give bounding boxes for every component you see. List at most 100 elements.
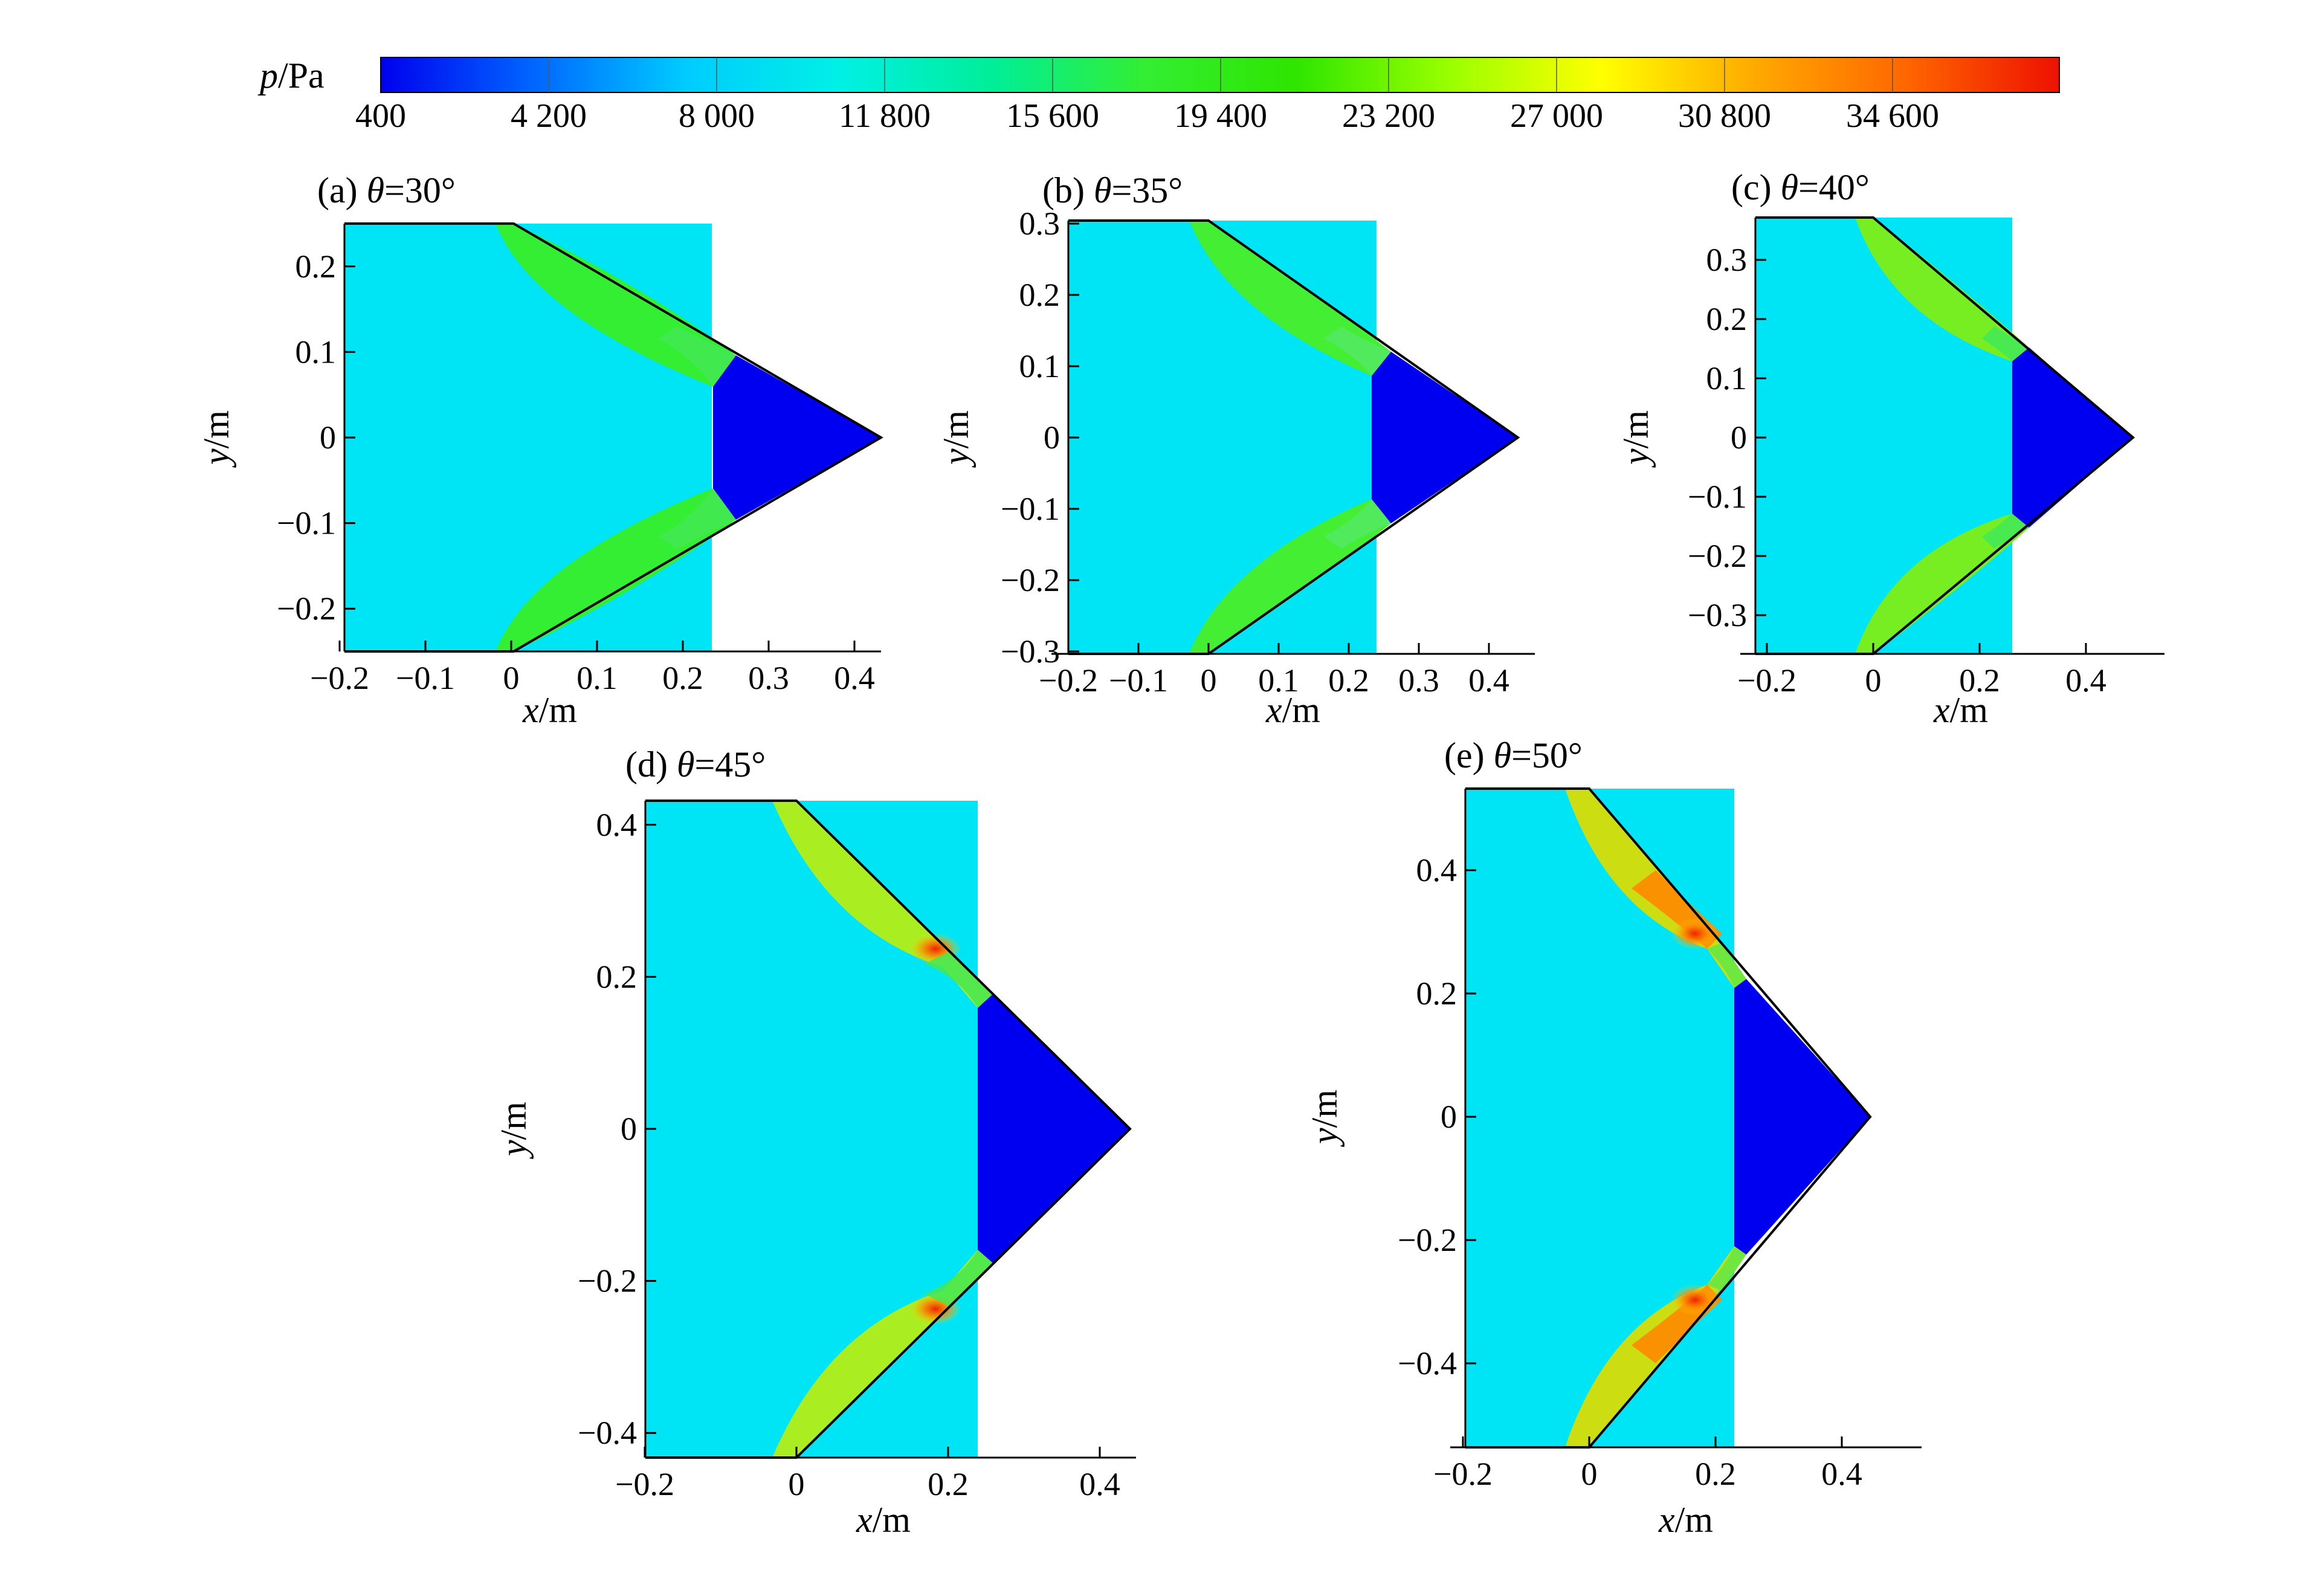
panel-d-theta-value: =45° xyxy=(694,745,766,784)
y-tick-label: −0.1 xyxy=(277,505,336,541)
panel-a-expansion-region xyxy=(713,355,881,520)
y-tick-label: 0 xyxy=(1731,419,1747,456)
panel-d-y-label-unit: /m xyxy=(494,1102,534,1140)
x-tick-label: 0.4 xyxy=(2065,662,2106,699)
panel-a-x-label-var: x xyxy=(522,690,539,730)
panel-a-prefix: (a) xyxy=(317,170,367,210)
panel-c-x-label: x/m xyxy=(1933,690,1988,730)
panel-c-theta-symbol: θ xyxy=(1781,167,1798,207)
panel-c-theta-value: =40° xyxy=(1798,167,1870,207)
x-tick-label: 0.4 xyxy=(1821,1456,1862,1492)
y-tick-label: −0.2 xyxy=(1398,1222,1457,1258)
y-tick-label: −0.2 xyxy=(277,590,336,627)
panel-a-lower-reflection-region xyxy=(659,488,736,549)
colorbar-gradient xyxy=(380,57,2060,93)
y-tick-label: 0 xyxy=(1441,1099,1457,1135)
panel-e-prefix: (e) xyxy=(1444,735,1494,775)
panel-d-expansion-region xyxy=(978,994,1130,1263)
panel-e-theta-value: =50° xyxy=(1511,735,1583,775)
colorbar-tick-label: 30 800 xyxy=(1678,97,1771,135)
panel-c-upper-shock-region xyxy=(1855,218,2029,361)
y-tick-label: 0 xyxy=(621,1111,637,1147)
panel-c: (c) θ=40° x/m y/m −0.2 0 0.2 0.40.30.20.10−… xyxy=(1616,167,2164,730)
panel-c-x-label-unit: /m xyxy=(1950,690,1988,730)
colorbar: p/Pa 400 4 200 8 000 11 800 15 600 19 400 23 2… xyxy=(257,56,2060,135)
x-tick-label: 0 xyxy=(1201,662,1217,699)
panel-b: (b) θ=35° x/m y/m −0.2 −0.1 0 0.1 0.2 0.3 0.4 0… xyxy=(936,170,1535,730)
panel-c-y-label: y/m xyxy=(1616,410,1656,468)
panel-b-x-label-var: x xyxy=(1265,690,1282,730)
colorbar-tick-labels: 400 4 200 8 000 11 800 15 600 19 400 23 200 27 … xyxy=(355,97,1939,135)
panel-a-x-label: x/m xyxy=(522,690,577,730)
y-tick-label: 0.2 xyxy=(1019,277,1060,313)
panel-b-y-label: y/m xyxy=(936,410,976,468)
x-tick-label: −0.2 xyxy=(1039,662,1098,699)
y-tick-label: 0 xyxy=(320,419,336,456)
y-tick-label: −0.1 xyxy=(1688,479,1747,515)
y-tick-label: 0.2 xyxy=(1416,975,1457,1012)
y-tick-label: −0.2 xyxy=(1688,538,1747,574)
panel-e-lower-hotspot xyxy=(1671,1284,1719,1316)
panel-d-x-label-var: x xyxy=(856,1500,873,1540)
x-tick-label: −0.2 xyxy=(615,1466,674,1502)
x-tick-label: −0.1 xyxy=(396,660,455,696)
y-tick-label: 0.4 xyxy=(1416,852,1457,888)
panel-d-theta-symbol: θ xyxy=(677,745,694,784)
colorbar-dividers xyxy=(548,57,1893,92)
panel-b-theta-value: =35° xyxy=(1111,170,1183,210)
panel-d-y-label-var: y xyxy=(494,1140,534,1160)
colorbar-tick-label: 15 600 xyxy=(1006,97,1099,135)
x-tick-label: 0 xyxy=(1865,662,1882,699)
panel-a-freestream-region xyxy=(344,224,712,651)
panel-e-y-label: y/m xyxy=(1305,1090,1344,1148)
panel-b-upper-reflection-region xyxy=(1323,326,1391,376)
y-tick-label: 0.1 xyxy=(295,334,337,370)
panel-c-y-label-var: y xyxy=(1616,448,1656,468)
y-tick-label: −0.3 xyxy=(1688,597,1747,633)
panel-e-x-label-var: x xyxy=(1658,1500,1675,1540)
panel-e-lower-reflection-region xyxy=(1707,1246,1746,1291)
panel-d-ticks: −0.2 0 0.2 0.4 0.4 0.2 0 −0.2 −0.4 xyxy=(578,807,1120,1502)
x-tick-label: −0.1 xyxy=(1109,662,1168,699)
y-tick-label: 0.2 xyxy=(1706,301,1748,337)
panel-c-lower-shock-region xyxy=(1855,514,2029,654)
y-tick-label: 0.2 xyxy=(295,248,337,285)
panel-c-freestream-region xyxy=(1755,218,2012,654)
panel-e-expansion-region xyxy=(1734,979,1870,1255)
panel-e-title: (e) θ=50° xyxy=(1444,735,1583,775)
x-tick-label: −0.2 xyxy=(1433,1456,1493,1492)
panel-b-x-label-unit: /m xyxy=(1282,690,1320,730)
y-tick-label: −0.4 xyxy=(1398,1345,1457,1381)
panel-d-lower-reflection-region xyxy=(925,1250,993,1306)
x-tick-label: −0.2 xyxy=(310,660,369,696)
panel-b-x-label: x/m xyxy=(1265,690,1320,730)
panel-a-theta-value: =30° xyxy=(384,170,456,210)
panel-c-ticks: −0.2 0 0.2 0.4 0.3 0.2 0.1 0 −0.1 −0.2 −0.3 xyxy=(1688,242,2106,699)
y-tick-label: −0.3 xyxy=(1001,633,1060,670)
x-tick-label: 0.1 xyxy=(576,660,618,696)
x-tick-label: 0.2 xyxy=(1328,662,1369,699)
colorbar-tick-label: 27 000 xyxy=(1510,97,1603,135)
panel-c-y-label-unit: /m xyxy=(1616,410,1656,448)
x-tick-label: 0.4 xyxy=(1079,1466,1120,1502)
colorbar-tick-label: 19 400 xyxy=(1174,97,1267,135)
y-tick-label: −0.1 xyxy=(1001,491,1060,527)
panel-d-freestream-region xyxy=(645,801,978,1458)
panel-e-ticks: −0.2 0 0.2 0.4 0.4 0.2 0 −0.2 −0.4 xyxy=(1398,852,1862,1492)
y-tick-label: 0 xyxy=(1044,419,1060,456)
y-tick-label: −0.4 xyxy=(578,1415,637,1451)
colorbar-title-unit: /Pa xyxy=(278,56,324,95)
panel-b-title: (b) θ=35° xyxy=(1042,170,1183,210)
y-tick-label: 0.3 xyxy=(1019,205,1060,242)
panel-d-upper-reflection-region xyxy=(925,952,993,1008)
panel-b-theta-symbol: θ xyxy=(1094,170,1111,210)
panel-a-theta-symbol: θ xyxy=(367,170,384,210)
panel-e-freestream-region xyxy=(1465,789,1734,1447)
panel-d-y-label: y/m xyxy=(494,1102,534,1160)
panel-c-upper-reflection-region xyxy=(1982,326,2029,361)
y-tick-label: 0.1 xyxy=(1019,348,1060,384)
panel-d-title: (d) θ=45° xyxy=(625,745,766,784)
y-tick-label: −0.2 xyxy=(1001,562,1060,598)
colorbar-tick-label: 4 200 xyxy=(511,97,587,135)
